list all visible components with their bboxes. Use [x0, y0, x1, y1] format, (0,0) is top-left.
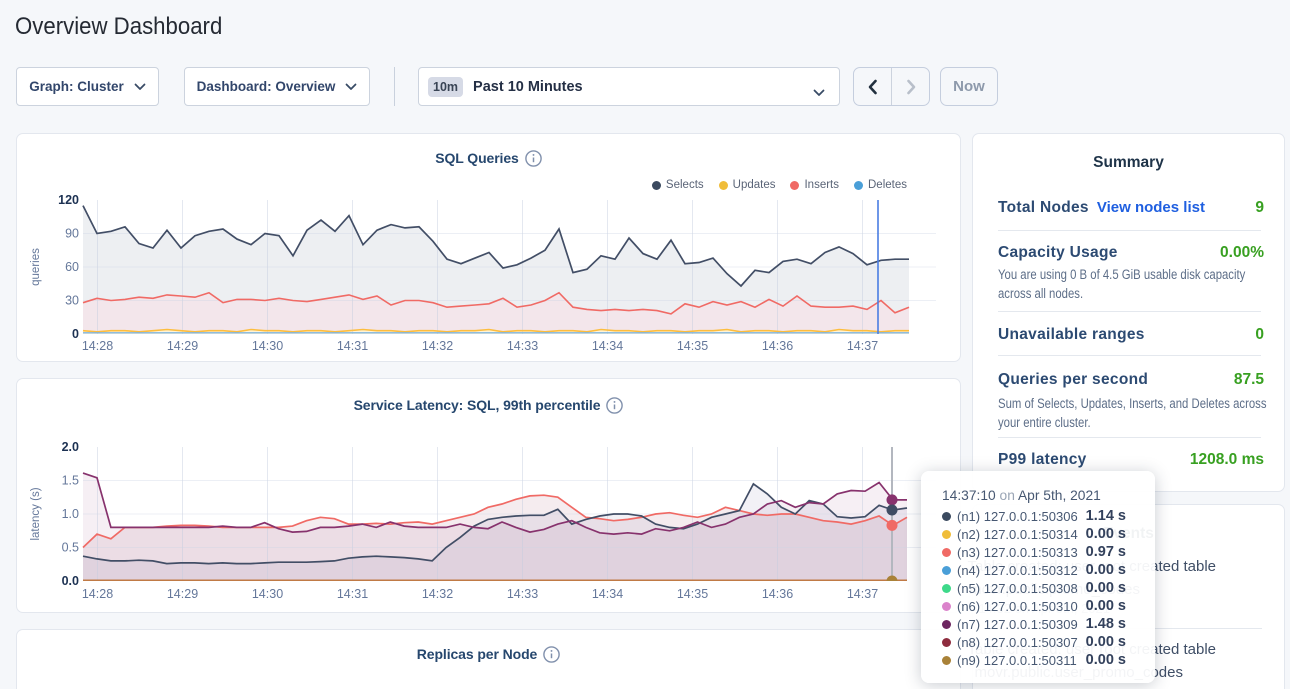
svg-text:14:37: 14:37: [847, 339, 878, 353]
svg-text:14:36: 14:36: [762, 339, 793, 353]
svg-text:0.5: 0.5: [62, 541, 79, 555]
svg-text:latency (s): latency (s): [30, 487, 42, 540]
svg-text:14:34: 14:34: [592, 587, 623, 601]
svg-text:14:28: 14:28: [82, 587, 113, 601]
svg-text:120: 120: [58, 193, 79, 207]
svg-text:0: 0: [72, 327, 79, 341]
svg-text:14:32: 14:32: [422, 587, 453, 601]
svg-text:90: 90: [65, 227, 79, 241]
svg-text:2.0: 2.0: [62, 440, 79, 454]
svg-text:14:34: 14:34: [592, 339, 623, 353]
svg-text:14:29: 14:29: [167, 587, 198, 601]
svg-text:14:37: 14:37: [847, 587, 878, 601]
svg-text:14:30: 14:30: [252, 587, 283, 601]
svg-text:14:36: 14:36: [762, 587, 793, 601]
svg-text:14:35: 14:35: [677, 587, 708, 601]
svg-text:queries: queries: [30, 248, 42, 286]
svg-text:14:28: 14:28: [82, 339, 113, 353]
svg-text:1.5: 1.5: [62, 474, 79, 488]
svg-text:30: 30: [65, 294, 79, 308]
svg-text:14:32: 14:32: [422, 339, 453, 353]
svg-text:60: 60: [65, 260, 79, 274]
svg-text:14:31: 14:31: [337, 339, 368, 353]
svg-text:14:31: 14:31: [337, 587, 368, 601]
svg-text:0.0: 0.0: [62, 574, 79, 588]
svg-text:14:30: 14:30: [252, 339, 283, 353]
svg-text:14:33: 14:33: [507, 339, 538, 353]
svg-text:1.0: 1.0: [62, 507, 79, 521]
svg-text:14:35: 14:35: [677, 339, 708, 353]
svg-text:14:29: 14:29: [167, 339, 198, 353]
svg-text:14:33: 14:33: [507, 587, 538, 601]
